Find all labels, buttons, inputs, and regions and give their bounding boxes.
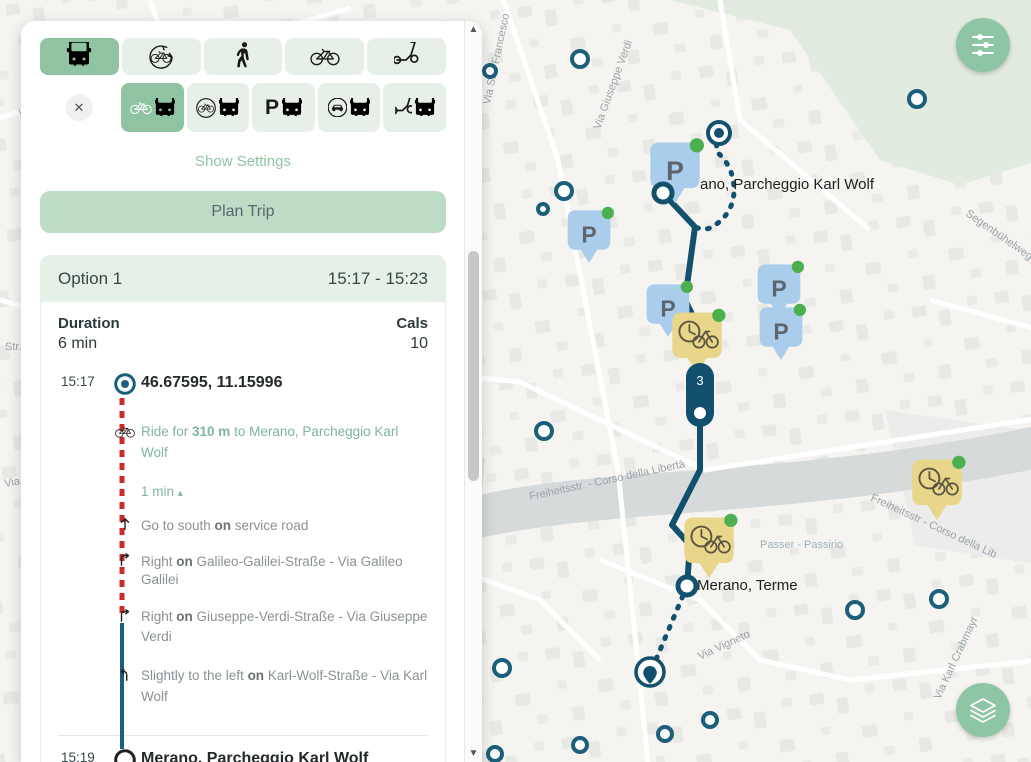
svg-text:P: P	[773, 319, 788, 345]
svg-text:Merano, Terme: Merano, Terme	[697, 577, 798, 594]
svg-text:ano, Parcheggio Karl Wolf: ano, Parcheggio Karl Wolf	[700, 176, 875, 193]
svg-text:P: P	[581, 222, 596, 248]
svg-text:3: 3	[696, 373, 703, 388]
svg-text:P: P	[771, 276, 786, 302]
svg-text:Passer - Passirio: Passer - Passirio	[760, 539, 843, 551]
svg-text:P: P	[666, 156, 684, 186]
